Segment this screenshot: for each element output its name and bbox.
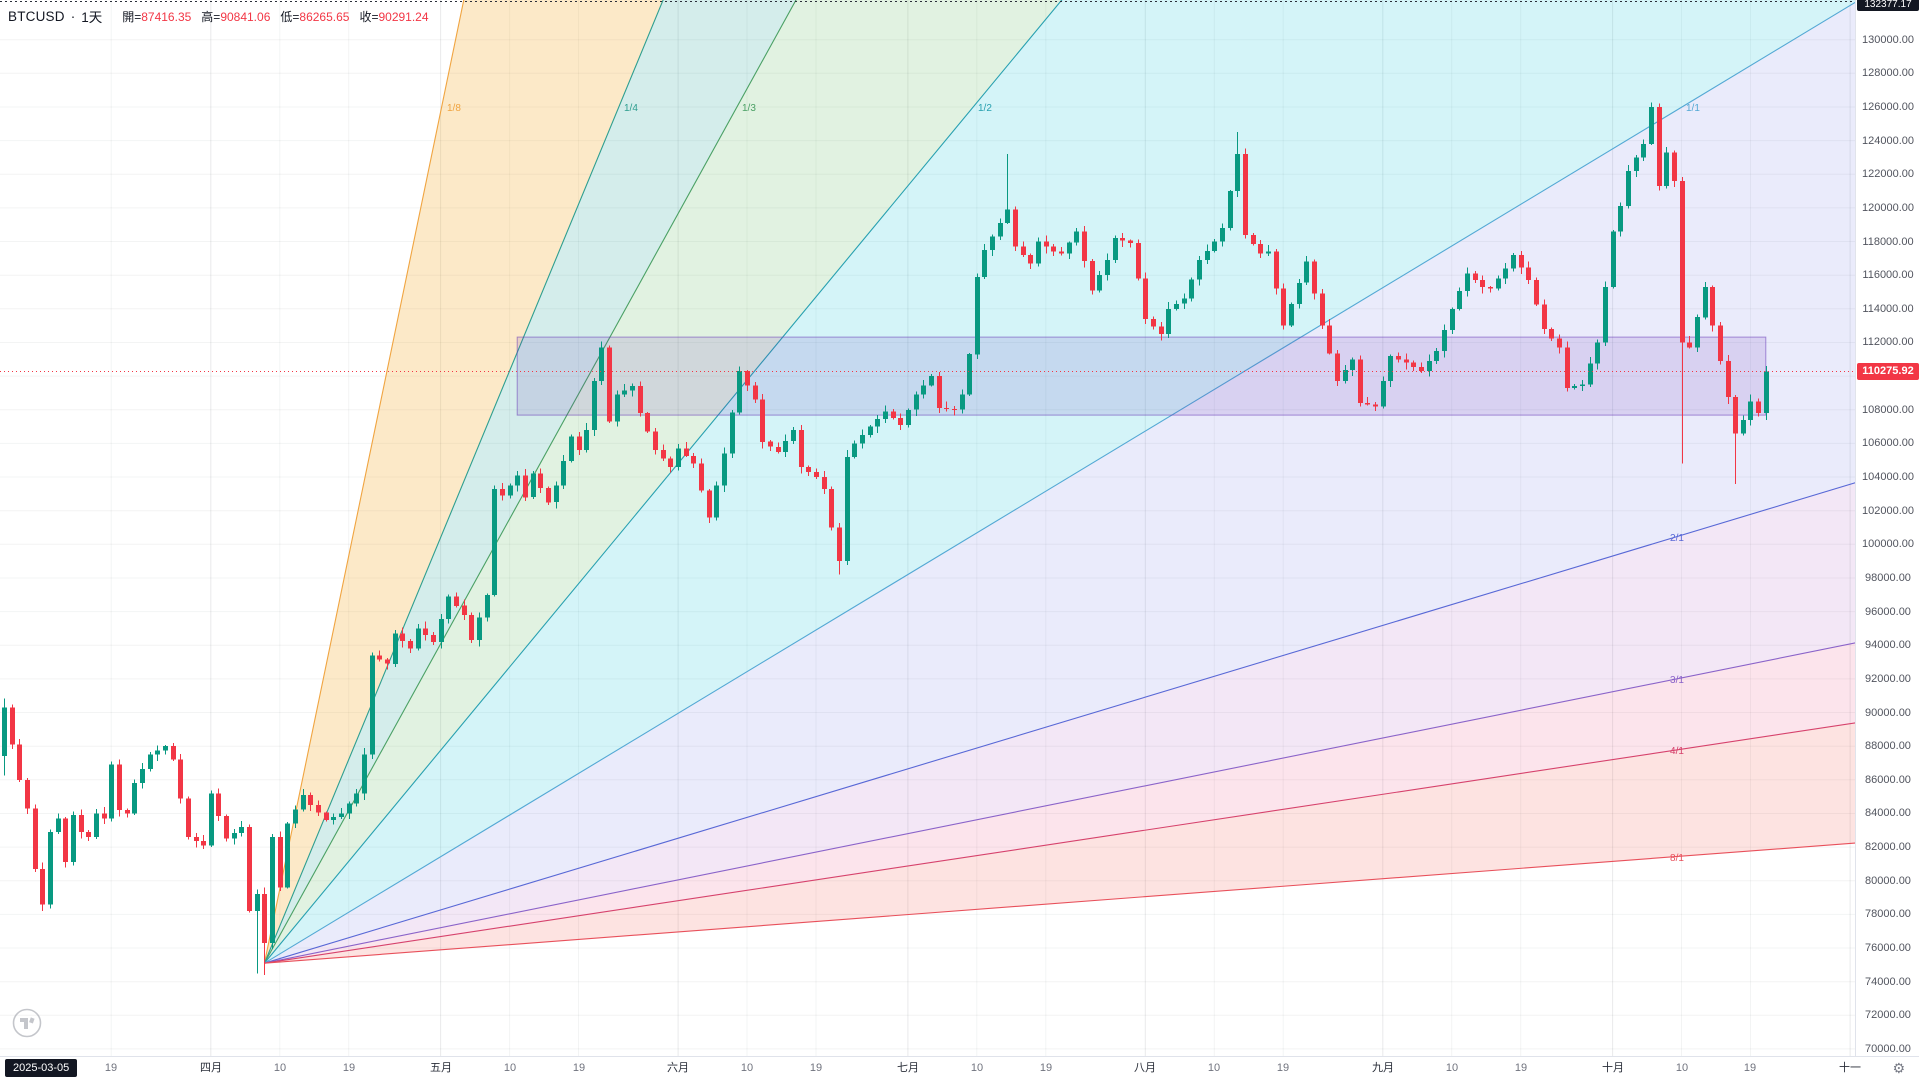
price-tick-label: 90000.00: [1865, 707, 1911, 719]
time-tick-label: 10: [970, 1062, 984, 1074]
price-tick-label: 124000.00: [1862, 135, 1914, 147]
gann-label-2/1: 2/1: [1670, 533, 1684, 544]
price-tick-label: 80000.00: [1865, 875, 1911, 887]
time-tick-label: 10: [273, 1062, 287, 1074]
price-tick-label: 120000.00: [1862, 202, 1914, 214]
price-tick-label: 118000.00: [1862, 236, 1914, 248]
price-tick-label: 98000.00: [1865, 572, 1911, 584]
tradingview-logo-watermark[interactable]: [10, 1006, 44, 1040]
price-tick-label: 74000.00: [1865, 976, 1911, 988]
time-tick-label: 19: [104, 1062, 118, 1074]
time-tick-label: 19: [342, 1062, 356, 1074]
gann-ray-1/1: [264, 1, 1855, 964]
time-tick-month-label: 九月: [1372, 1062, 1394, 1074]
ohlc-values: 開=87416.35 高=90841.06 低=86265.65 收=90291.24: [122, 8, 428, 25]
gann-ray-1/2: [264, 0, 1063, 964]
time-tick-month-label: 十一: [1839, 1062, 1861, 1074]
axis-settings-gear-icon[interactable]: ⚙: [1892, 1060, 1905, 1076]
price-tick-label: 102000.00: [1862, 505, 1914, 517]
price-tick-label: 96000.00: [1865, 606, 1911, 618]
time-tick-month-label: 十月: [1602, 1062, 1624, 1074]
time-tick-label: 19: [1039, 1062, 1053, 1074]
price-tick-label: 70000.00: [1865, 1043, 1911, 1055]
time-tick-label: 10: [1445, 1062, 1459, 1074]
chart-plot-area[interactable]: 1/8 1/4 1/3 1/2 1/1 2/1 3/1 4/1 8/1 BTCUSD · 1天 …: [0, 0, 1855, 1056]
time-tick-label: 19: [572, 1062, 586, 1074]
ohlc-high: 高=90841.06: [201, 9, 271, 24]
price-tick-label: 106000.00: [1862, 437, 1914, 449]
time-tick-month-label: 七月: [897, 1062, 919, 1074]
time-tick-label: 19: [1276, 1062, 1290, 1074]
price-tick-label: 108000.00: [1862, 404, 1914, 416]
price-tick-label: 128000.00: [1862, 67, 1914, 79]
gann-ray-3/1: [264, 642, 1855, 964]
gann-label-1/4: 1/4: [624, 103, 638, 114]
level-price-badge: 132377.17: [1857, 0, 1919, 11]
time-tick-label: 19: [809, 1062, 823, 1074]
gann-label-4/1: 4/1: [1670, 746, 1684, 757]
gann-label-8/1: 8/1: [1670, 853, 1684, 864]
price-tick-label: 122000.00: [1862, 168, 1914, 180]
ohlc-open: 開=87416.35: [122, 9, 192, 24]
price-tick-label: 82000.00: [1865, 841, 1911, 853]
interval-label[interactable]: 1天: [81, 10, 103, 25]
price-tick-label: 84000.00: [1865, 807, 1911, 819]
gann-fan[interactable]: 1/8 1/4 1/3 1/2 1/1 2/1 3/1 4/1 8/1: [263, 0, 1855, 964]
time-tick-month-label: 四月: [200, 1062, 222, 1074]
candlesticks: [2, 102, 1769, 975]
tradingview-logo-icon: [12, 1008, 42, 1038]
first-bar-date-badge: 2025-03-05: [5, 1059, 78, 1077]
price-tick-label: 76000.00: [1865, 942, 1911, 954]
price-tick-label: 78000.00: [1865, 908, 1911, 920]
price-tick-label: 114000.00: [1862, 303, 1914, 315]
time-tick-label: 10: [503, 1062, 517, 1074]
time-tick-label: 10: [1675, 1062, 1689, 1074]
ohlc-low: 低=86265.65: [280, 9, 350, 24]
price-axis[interactable]: 132377.17 110275.92 70000.00 72000.00 7400…: [1855, 0, 1919, 1056]
gann-ray-4/1: [264, 722, 1855, 964]
price-tick-label: 86000.00: [1865, 774, 1911, 786]
price-tick-label: 94000.00: [1865, 639, 1911, 651]
symbol-legend[interactable]: BTCUSD · 1天 開=87416.35 高=90841.06 低=86265.…: [8, 6, 429, 26]
time-tick-month-label: 五月: [430, 1062, 452, 1074]
gann-label-1/1: 1/1: [1686, 103, 1700, 114]
time-tick-month-label: 八月: [1134, 1062, 1156, 1074]
price-tick-label: 126000.00: [1862, 101, 1914, 113]
time-tick-label: 19: [1514, 1062, 1528, 1074]
price-tick-label: 72000.00: [1865, 1009, 1911, 1021]
legend-separator: ·: [70, 8, 76, 24]
gann-ray-8/1: [264, 842, 1855, 964]
ohlc-close: 收=90291.24: [359, 9, 429, 24]
candlestick-chart-canvas[interactable]: 1/8 1/4 1/3 1/2 1/1 2/1 3/1 4/1 8/1: [0, 0, 1855, 1056]
current-price-badge: 110275.92: [1857, 363, 1919, 380]
gann-label-1/2: 1/2: [978, 103, 992, 114]
gann-ray-2/1: [264, 482, 1855, 964]
gann-label-3/1: 3/1: [1670, 675, 1684, 686]
price-tick-label: 88000.00: [1865, 740, 1911, 752]
time-tick-label: 10: [740, 1062, 754, 1074]
price-tick-label: 116000.00: [1862, 269, 1914, 281]
price-tick-label: 100000.00: [1862, 538, 1914, 550]
gann-label-1/3: 1/3: [742, 103, 756, 114]
symbol-name[interactable]: BTCUSD: [8, 8, 65, 24]
time-tick-label: 19: [1743, 1062, 1757, 1074]
price-tick-label: 92000.00: [1865, 673, 1911, 685]
time-axis[interactable]: 2025-03-05 ⚙ 19 四月 10 19 五月 10 19 六月 10 19 七月 10 19 八…: [0, 1056, 1919, 1079]
price-tick-label: 104000.00: [1862, 471, 1914, 483]
price-tick-label: 112000.00: [1862, 336, 1914, 348]
price-range-box[interactable]: [516, 336, 1767, 416]
price-tick-label: 130000.00: [1862, 34, 1914, 46]
time-tick-label: 10: [1207, 1062, 1221, 1074]
gann-label-1/8: 1/8: [447, 103, 461, 114]
time-tick-month-label: 六月: [667, 1062, 689, 1074]
